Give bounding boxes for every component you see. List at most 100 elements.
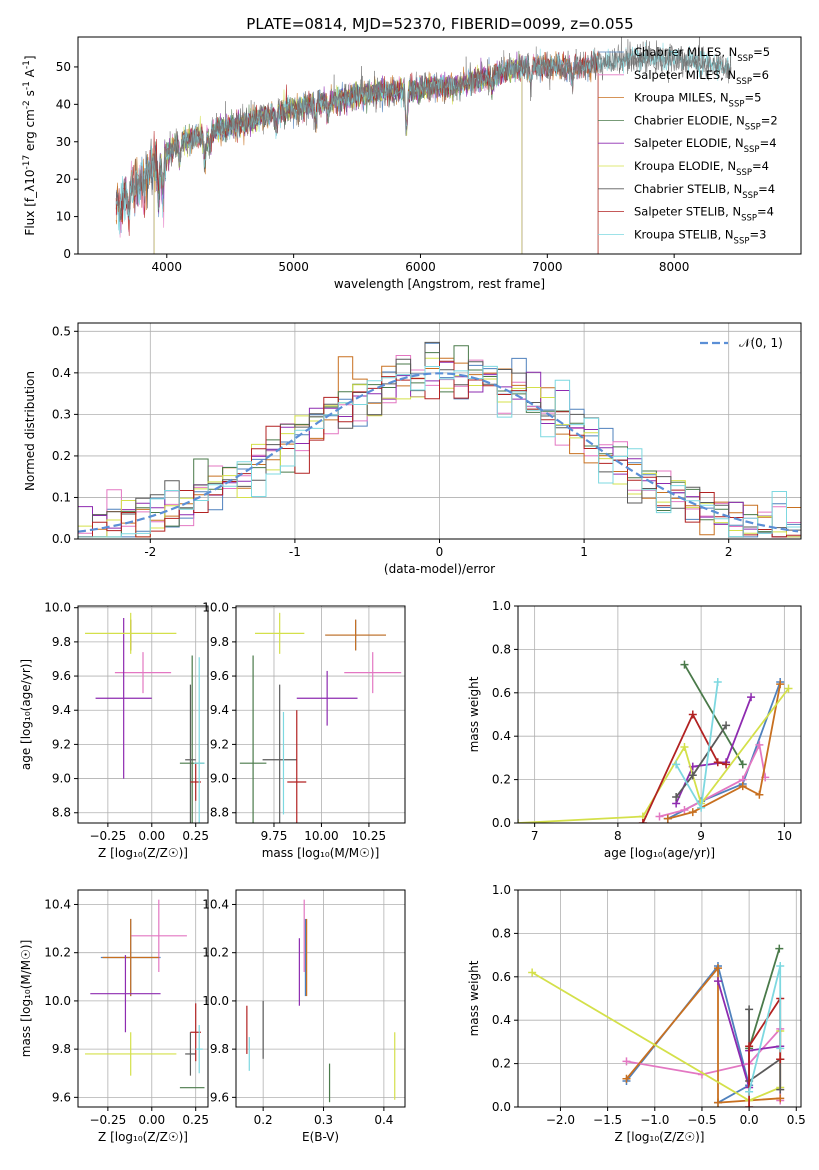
axes-weight_vs_Z: −2.0 −1.5 −1.0 −0.5 0.0 0.5 0.0 0.2 0.4 0.6 0.8 1.0… (467, 883, 806, 1144)
plus-marker (755, 740, 764, 749)
plus-marker (776, 1055, 785, 1064)
spectrum-line (115, 53, 599, 254)
errorbar-point (185, 1032, 196, 1076)
y-axis-label: Normed distribution (23, 371, 37, 491)
plus-marker (680, 743, 689, 752)
plus-marker (713, 1098, 722, 1107)
errorbar-point (193, 657, 205, 823)
x-tick-label: 6000 (405, 260, 436, 274)
y-tick-label: 10 (56, 210, 71, 224)
plus-marker (622, 1057, 631, 1066)
errorbar-point (239, 655, 267, 823)
plot-area-spectrum (115, 37, 732, 254)
plus-marker (776, 1085, 785, 1094)
legend-entry: Salpeter STELIB, NSSP=4 (634, 205, 774, 224)
y-tick-label: 9.4 (210, 703, 229, 717)
plus-marker (776, 1044, 785, 1053)
axes-age_vs_Z: −0.25 0.00 0.25 8.8 9.0 9.2 9.4 9.6 9.8 10.0 Z [lo… (19, 601, 209, 860)
spectrum-line (115, 51, 599, 254)
weight-line (625, 964, 751, 1104)
x-tick-label: −0.5 (687, 1113, 716, 1127)
y-axis-label: mass [log₁₀(M/M☉)] (19, 940, 33, 1058)
histogram-step (78, 360, 801, 538)
plus-marker (776, 1094, 785, 1103)
plus-marker (638, 819, 647, 823)
x-tick-label: −2.0 (546, 1113, 575, 1127)
y-tick-label: 8.8 (52, 806, 71, 820)
plus-marker (713, 677, 722, 686)
plus-marker (745, 1087, 754, 1096)
plot-area-age_vs_mass (239, 612, 402, 823)
errorbar-point (262, 684, 297, 823)
x-tick-label: 8 (614, 829, 622, 843)
y-tick-label: 0.6 (492, 686, 511, 700)
spectrum-line (115, 52, 599, 254)
y-tick-label: 1.0 (492, 883, 511, 897)
errorbar-point (90, 955, 161, 1033)
plus-marker (680, 805, 689, 814)
legend-entry: Chabrier ELODIE, NSSP=2 (634, 113, 778, 132)
weight-line (626, 1026, 782, 1101)
legend-entry: Kroupa MILES, NSSP=5 (634, 91, 761, 110)
axes-frame (77, 36, 802, 255)
axes-mass_vs_Z: −0.25 0.00 0.25 9.6 9.8 10.0 10.2 10.4 Z [log₁₀(… (19, 889, 209, 1144)
errorbar-point (130, 899, 187, 972)
plus-marker (697, 803, 706, 812)
x-tick-label: 0.5 (787, 1113, 806, 1127)
x-tick-label: 0.4 (374, 1113, 393, 1127)
x-tick-label: 10 (777, 829, 792, 843)
x-axis-label: mass [log₁₀(M/M☉)] (262, 846, 380, 860)
x-tick-label: 0 (436, 545, 444, 559)
y-tick-label: 9.2 (52, 737, 71, 751)
y-tick-label: 10.0 (44, 994, 71, 1008)
histogram-step (78, 365, 801, 538)
axes-mass_vs_ebv: 0.2 0.3 0.4 9.6 9.8 10.0 10.2 10.4 E(B-V) (202, 889, 406, 1144)
x-tick-label: 10.25 (352, 829, 386, 843)
weight-line (659, 742, 767, 818)
axes-frame (77, 889, 209, 1108)
plus-marker (663, 814, 672, 823)
y-tick-label: 9.4 (52, 703, 71, 717)
y-axis-label: mass weight (467, 676, 481, 752)
x-tick-label: 7 (531, 829, 539, 843)
y-tick-label: 0.2 (492, 1057, 511, 1071)
y-tick-label: 10.2 (202, 946, 229, 960)
legend-entry: Salpeter MILES, NSSP=6 (634, 68, 769, 87)
plus-marker (722, 721, 731, 730)
legend-entry: Salpeter ELODIE, NSSP=4 (634, 136, 777, 155)
errorbar-point (85, 612, 177, 654)
y-tick-label: 9.0 (52, 772, 71, 786)
x-tick-label: 5000 (278, 260, 309, 274)
y-tick-label: 0.4 (492, 729, 511, 743)
y-tick-label: 0.4 (52, 366, 71, 380)
y-tick-label: 10.0 (44, 601, 71, 615)
plus-marker (745, 1042, 754, 1051)
y-tick-label: 8.8 (210, 806, 229, 820)
plus-marker (680, 660, 689, 669)
y-tick-label: 50 (56, 60, 71, 74)
legend-entry: Chabrier MILES, NSSP=5 (634, 45, 770, 64)
legend: 𝒩(0, 1) (700, 336, 783, 350)
x-axis-label: Z [log₁₀(Z/Z☉)] (615, 1130, 705, 1144)
plus-marker (528, 968, 537, 977)
y-tick-label: 40 (56, 97, 71, 111)
y-tick-label: 10.4 (44, 897, 71, 911)
weight-line (748, 948, 781, 1049)
y-tick-label: 9.0 (210, 772, 229, 786)
x-tick-label: 7000 (532, 260, 563, 274)
y-tick-label: 9.8 (210, 1042, 229, 1056)
errorbar-point (95, 617, 152, 779)
plus-marker (747, 693, 756, 702)
plus-marker (688, 808, 697, 817)
legend-entry: Kroupa ELODIE, NSSP=4 (634, 159, 769, 178)
weight-line (642, 712, 727, 823)
weight-line (531, 971, 782, 1102)
plus-marker (622, 1074, 631, 1083)
x-tick-label: −0.25 (89, 829, 126, 843)
x-tick-label: 0.25 (182, 829, 209, 843)
axes-frame (517, 889, 802, 1108)
y-axis-label: Flux [f_λ10-17 erg cm-2 s-1 A-1] (22, 55, 37, 235)
plus-marker (784, 684, 793, 693)
y-tick-label: 10.0 (202, 994, 229, 1008)
